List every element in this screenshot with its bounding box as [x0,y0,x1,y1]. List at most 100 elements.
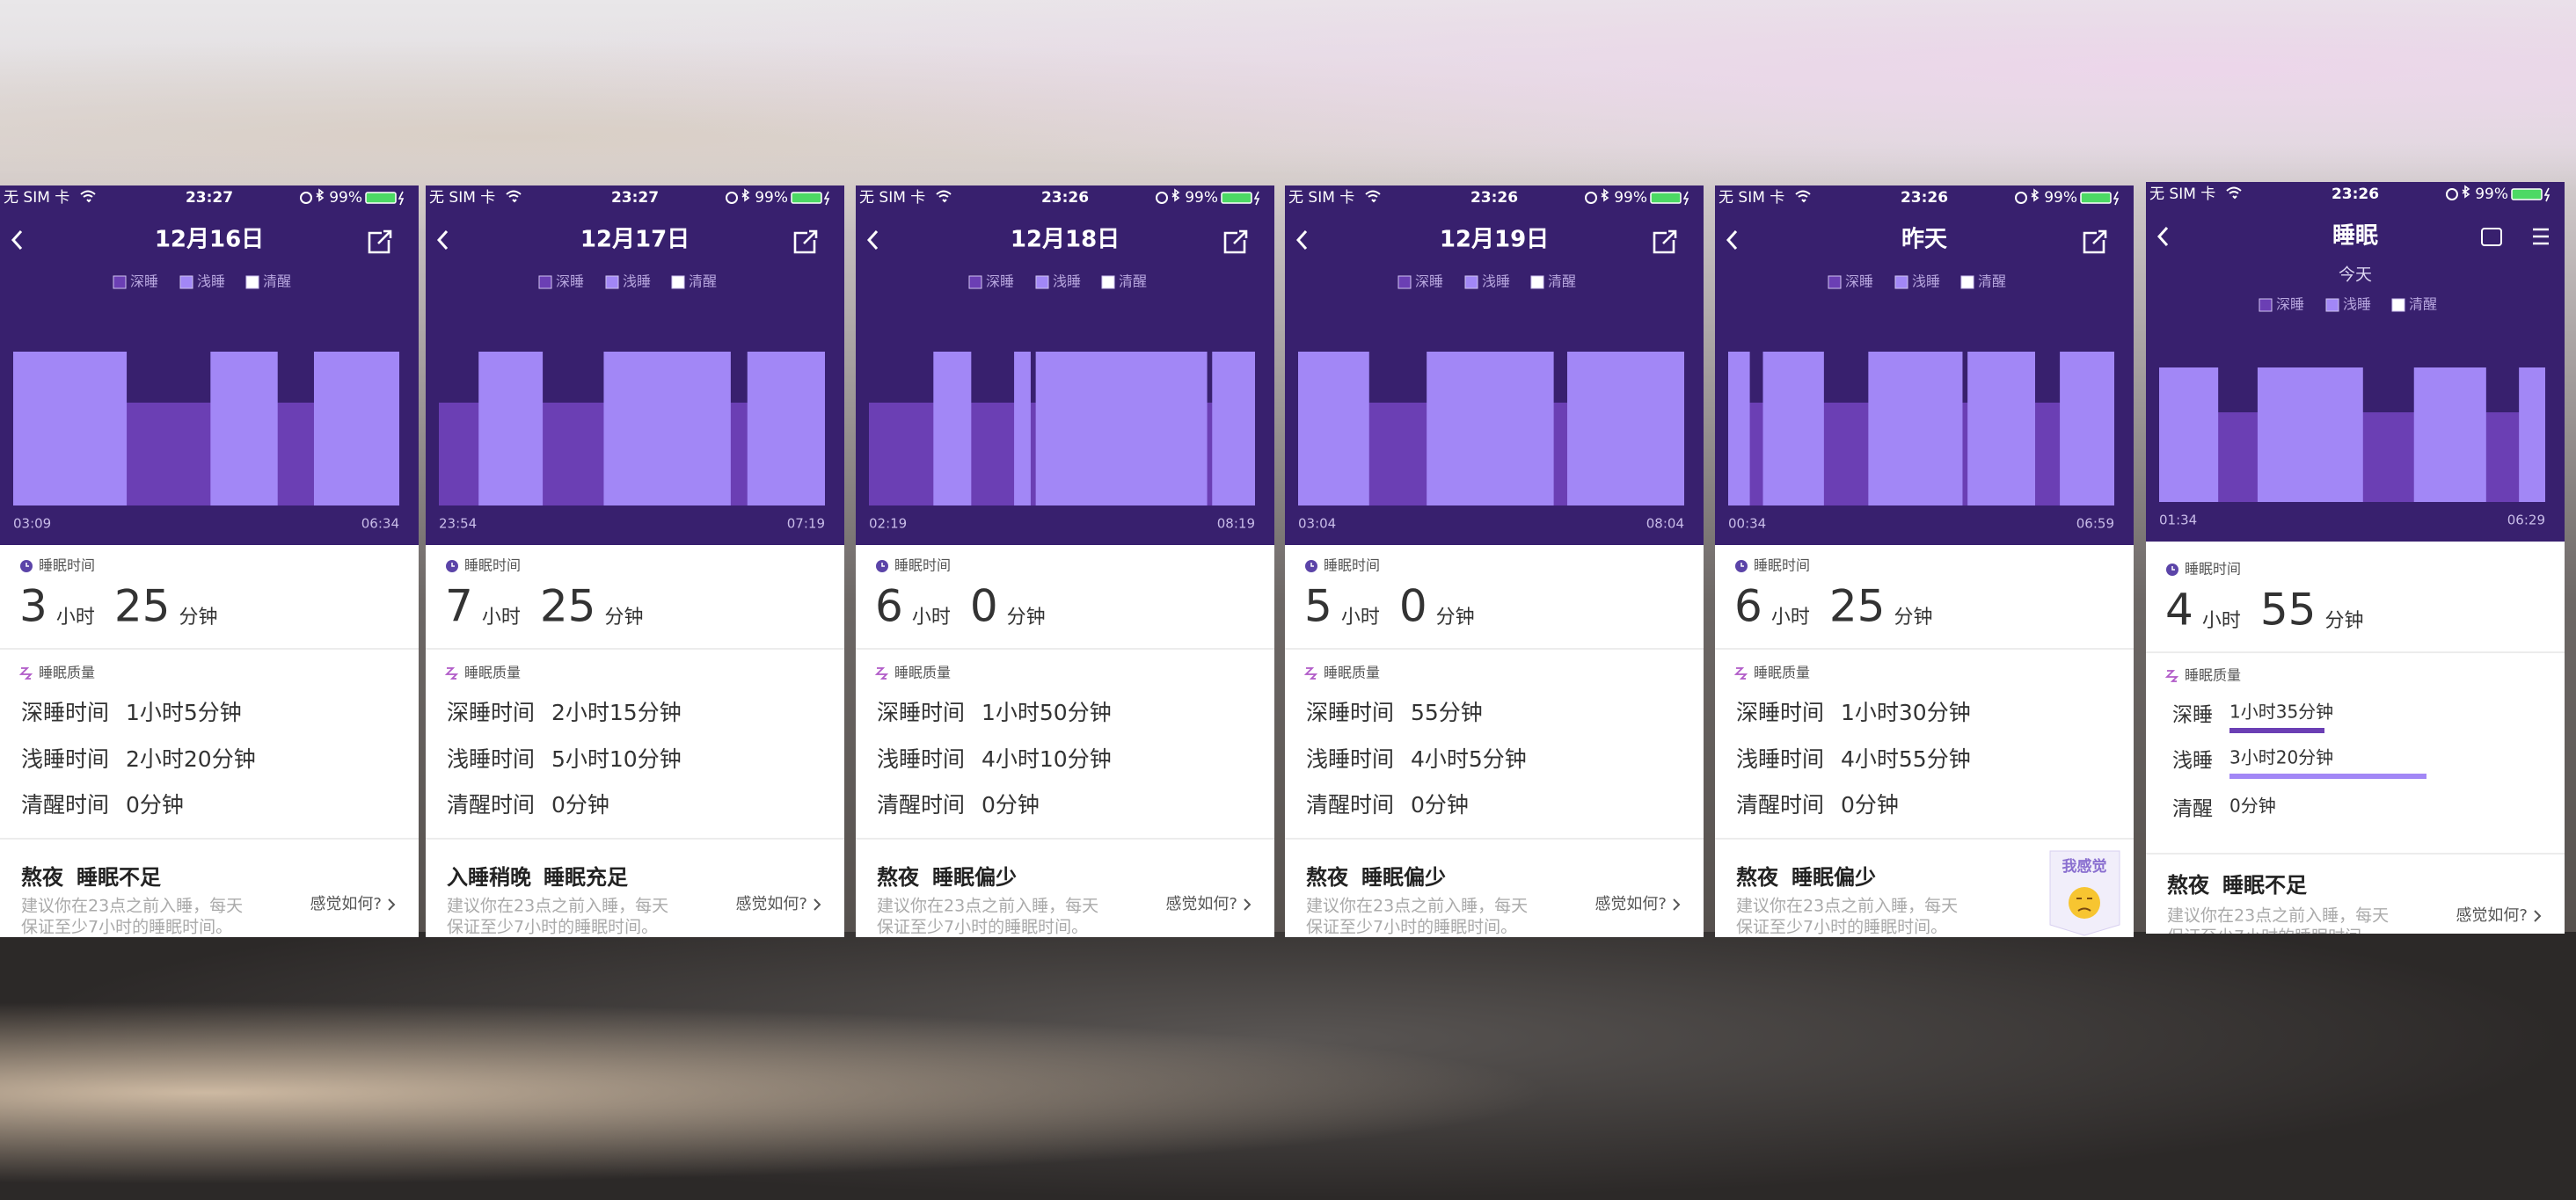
content-background [0,545,419,937]
legend-swatch [1101,275,1115,289]
verdict: 熬夜 [21,865,64,890]
feeling-chevron [2534,910,2542,922]
legend-label: 浅睡 [2343,296,2371,313]
quality-row-label: 深睡时间 [1306,700,1394,725]
alarm-icon [2446,188,2458,200]
page-title: 12月19日 [1440,227,1549,253]
sleep-hours: 3 [19,581,47,632]
share-button[interactable] [1653,229,1677,254]
legend-label: 清醒 [1119,273,1147,290]
legend-swatch [1464,275,1478,289]
quality-row-value: 55分钟 [1411,700,1483,725]
quality-icon [1733,667,1748,680]
status-time: 23:27 [611,189,659,207]
calendar-button[interactable] [2481,228,2502,246]
menu-button[interactable] [2533,228,2549,245]
feeling-chevron [1673,898,1681,911]
feeling-chevron [1244,898,1252,911]
quality-row-value: 1小时5分钟 [126,700,242,725]
quality-bar [2229,728,2324,733]
start-time: 23:54 [439,516,477,532]
status-time: 23:27 [186,189,233,207]
advice: 建议你在23点之前入睡，每天 [877,897,1098,916]
back-button[interactable] [1295,229,1308,251]
advice: 建议你在23点之前入睡，每天 [2167,906,2389,926]
feeling-button[interactable]: 感觉如何? [1165,895,1237,913]
light-sleep-block [933,352,972,505]
verdict: 熬夜 [1736,865,1779,890]
background-bottom [0,932,2576,1200]
content-background [2146,542,2565,934]
feeling-button[interactable]: 感觉如何? [1594,895,1667,913]
legend-swatch [179,275,193,289]
battery-icon [1221,192,1252,204]
section-label: 睡眠质量 [1754,665,1810,681]
light-sleep-block [210,352,278,505]
legend-label: 浅睡 [197,273,225,290]
legend-label: 清醒 [689,273,717,290]
feeling-chevron [388,898,396,911]
charging-icon [398,191,405,206]
share-button[interactable] [1223,229,1248,254]
light-sleep-block [13,352,128,505]
quality-row-value: 0分钟 [126,792,184,818]
light-sleep-block [1967,352,2036,505]
quality-bar [2229,774,2426,779]
share-button[interactable] [793,229,818,254]
minute-unit: 分钟 [1436,607,1475,629]
hour-unit: 小时 [2202,610,2241,632]
back-button[interactable] [11,229,23,251]
section-label: 睡眠质量 [464,665,521,681]
end-time: 06:59 [2076,516,2114,532]
quality-row-value: 1小时30分钟 [1841,700,1971,725]
quality-icon [1303,667,1318,680]
status-time: 23:26 [1041,189,1089,207]
bluetooth-icon [2031,188,2040,202]
start-time: 03:09 [13,516,51,532]
battery-icon [1650,192,1682,204]
share-button[interactable] [2083,229,2107,254]
section-label: 睡眠质量 [2185,667,2241,684]
hour-unit: 小时 [1771,607,1810,629]
feeling-button[interactable]: 感觉如何? [2456,906,2528,925]
legend-swatch [245,275,259,289]
back-button[interactable] [2156,226,2169,247]
back-button[interactable] [866,229,879,251]
quality-row-label: 深睡时间 [447,700,535,725]
bluetooth-icon [741,188,750,202]
carrier: 无 SIM 卡 [1288,189,1354,207]
legend-swatch [671,275,685,289]
content-background [1285,545,1704,937]
battery-percent: 99% [2475,185,2508,203]
legend-swatch [538,275,552,289]
back-button[interactable] [1726,229,1738,251]
sleep-hours: 6 [875,581,903,632]
quality-row-label: 清醒时间 [447,792,535,818]
feeling-button[interactable]: 感觉如何? [310,895,382,913]
legend-label: 深睡 [2276,296,2304,313]
sleep-hours: 7 [445,581,473,632]
quality-row-label: 深睡 [2172,704,2213,727]
advice: 保证至少7小时的睡眠时间。 [1736,918,1947,937]
light-sleep-block [313,352,399,505]
section-label: 睡眠时间 [1324,557,1380,574]
legend-label: 清醒 [2409,296,2437,313]
carrier: 无 SIM 卡 [4,189,69,207]
back-button[interactable] [436,229,449,251]
light-sleep-block [1762,352,1824,505]
section-label: 睡眠时间 [1754,557,1810,574]
share-button[interactable] [368,229,392,254]
legend-swatch [2391,298,2405,312]
hour-unit: 小时 [912,607,951,629]
light-sleep-block [1014,352,1031,505]
verdict: 睡眠偏少 [1361,865,1446,890]
advice: 保证至少7小时的睡眠时间。 [447,918,658,937]
feeling-button[interactable]: 感觉如何? [735,895,807,913]
sleep-minutes: 25 [540,581,596,632]
quality-row-label: 清醒时间 [1736,792,1824,818]
advice: 建议你在23点之前入睡，每天 [21,897,243,916]
quality-row-value: 0分钟 [2229,796,2276,817]
legend-label: 深睡 [1415,273,1443,290]
carrier: 无 SIM 卡 [429,189,495,207]
